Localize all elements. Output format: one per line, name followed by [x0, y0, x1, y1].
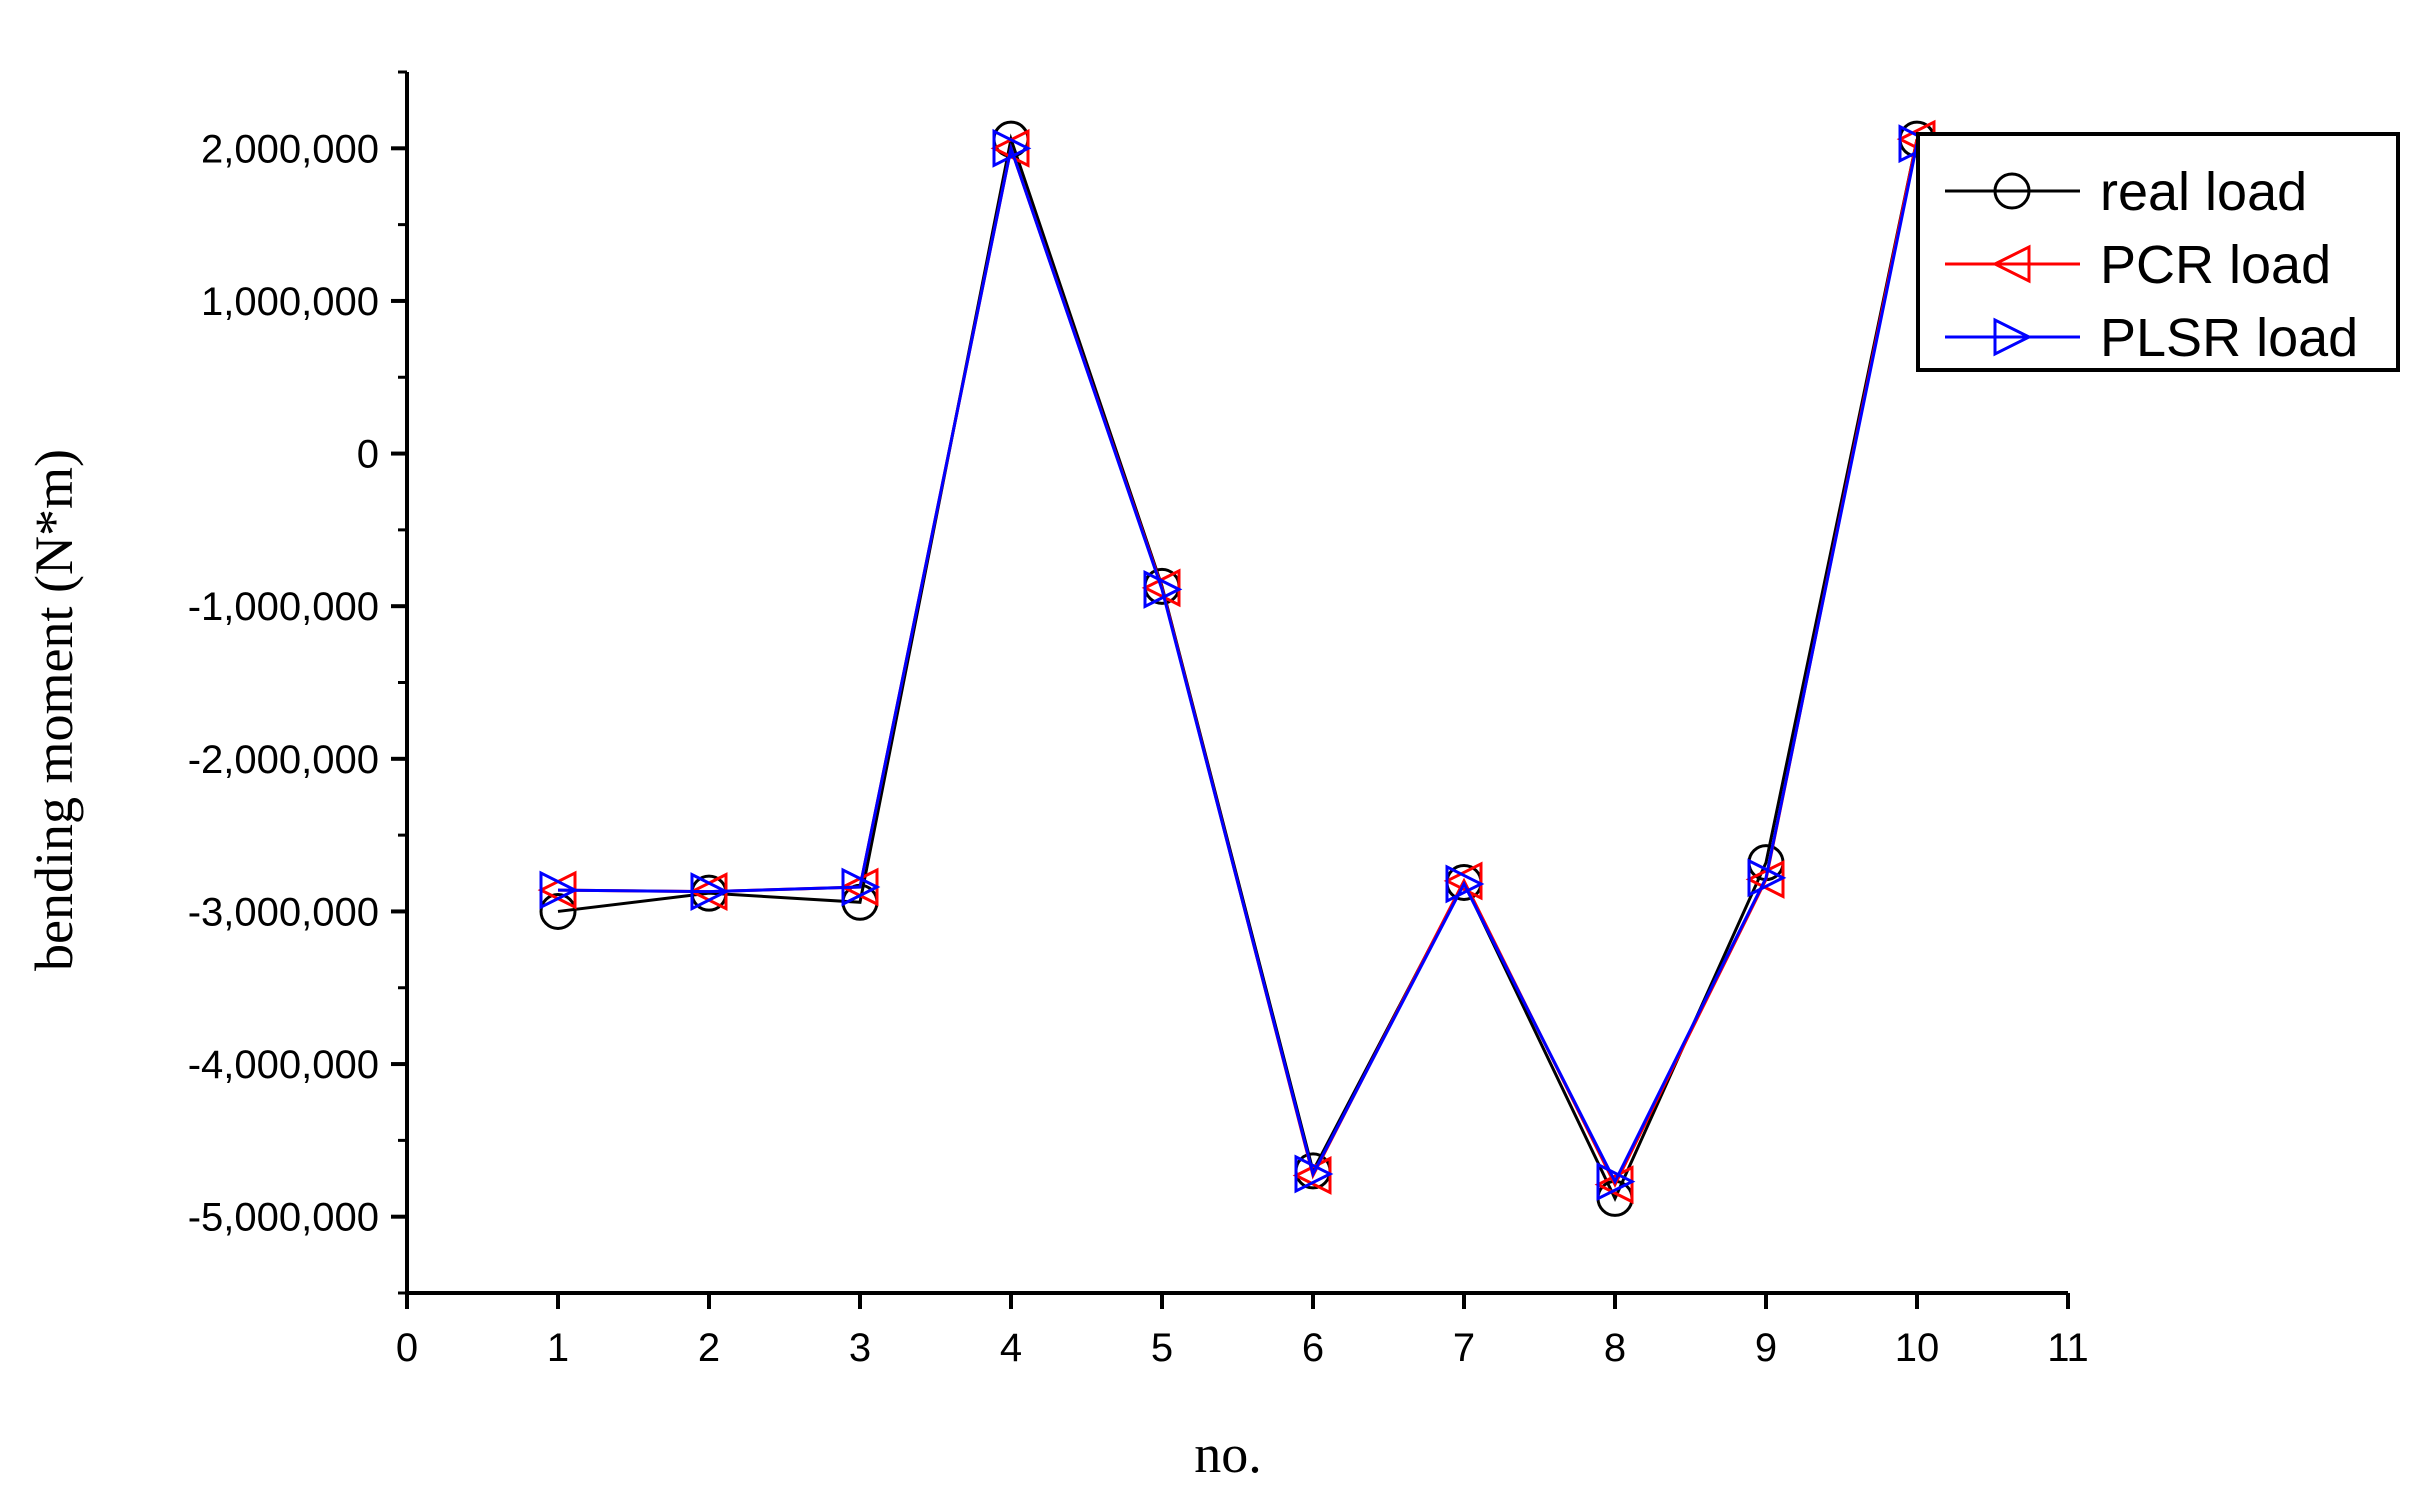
legend-marker	[1993, 172, 2031, 210]
data-point	[1747, 858, 1787, 898]
y-tick-label: -2,000,000	[188, 738, 379, 782]
data-point	[690, 872, 730, 912]
y-tick-label: 0	[357, 433, 379, 477]
series-real-load	[539, 120, 1936, 1217]
x-tick-label: 5	[1151, 1326, 1173, 1370]
legend-label: PCR load	[2100, 235, 2331, 295]
series-line	[557, 138, 1919, 1189]
x-tick-label: 11	[2047, 1326, 2089, 1370]
axes	[391, 70, 2070, 1309]
legend-marker	[1991, 244, 2031, 284]
x-tick-label: 10	[1895, 1326, 1940, 1370]
series-plsr-load	[539, 124, 1938, 1202]
data-point	[841, 867, 881, 907]
x-tick-label: 4	[1000, 1326, 1022, 1370]
data-point	[1294, 1154, 1334, 1194]
data-point	[1443, 861, 1483, 901]
y-tick-label: -4,000,000	[188, 1043, 379, 1087]
x-tick-label: 7	[1453, 1326, 1475, 1370]
legend: real load PCR load PLSR load	[1916, 132, 2400, 372]
y-tick-label: -1,000,000	[188, 585, 379, 629]
y-tick-labels: 2,000,000 1,000,000 0 -1,000,000 -2,000,000 -…	[188, 127, 379, 1239]
x-tick-label: 3	[849, 1326, 871, 1370]
data-point	[1445, 864, 1485, 904]
data-point	[1596, 1162, 1636, 1202]
data-point	[539, 892, 577, 930]
series-line	[557, 142, 1919, 1185]
x-tick-label: 1	[547, 1326, 569, 1370]
legend-box	[1916, 132, 2400, 372]
legend-label: PLSR load	[2100, 308, 2358, 368]
x-axis-title: no.	[1194, 1424, 1262, 1484]
y-tick-label: -5,000,000	[188, 1196, 379, 1240]
data-point	[539, 870, 579, 910]
y-tick-label: -3,000,000	[188, 890, 379, 934]
x-tick-label: 2	[698, 1326, 720, 1370]
legend-item: real load	[1945, 162, 2307, 222]
x-tick-labels: 0 1 2 3 4 5 6 7 8 9 10 11	[396, 1326, 2089, 1370]
legend-item: PLSR load	[1945, 308, 2358, 368]
data-point	[992, 128, 1032, 168]
x-tick-label: 0	[396, 1326, 418, 1370]
legend-marker	[1993, 317, 2033, 357]
x-tick-label: 8	[1604, 1326, 1626, 1370]
x-tick-label: 9	[1755, 1326, 1777, 1370]
data-point	[1594, 1165, 1634, 1205]
legend-label: real load	[2100, 162, 2307, 222]
y-tick-label: 1,000,000	[201, 280, 379, 324]
series-layer	[537, 119, 1938, 1217]
series-line	[557, 133, 1919, 1202]
legend-item: PCR load	[1945, 235, 2331, 295]
data-point	[1143, 569, 1183, 609]
y-axis-title: bending moment (N*m)	[24, 449, 84, 971]
x-tick-label: 6	[1302, 1326, 1324, 1370]
series-pcr-load	[537, 119, 1936, 1205]
y-tick-label: 2,000,000	[201, 127, 379, 171]
